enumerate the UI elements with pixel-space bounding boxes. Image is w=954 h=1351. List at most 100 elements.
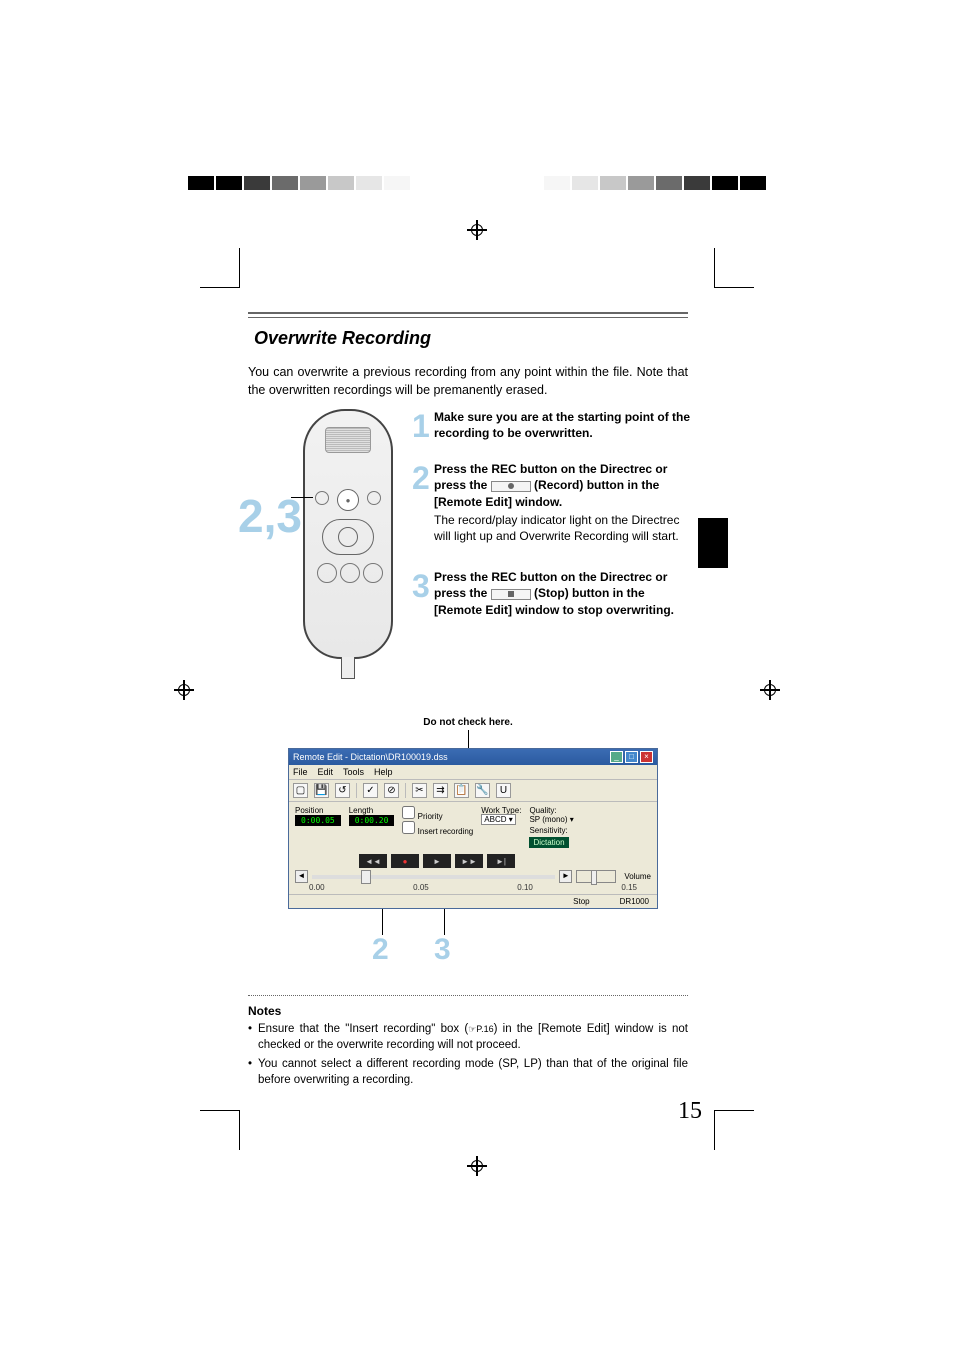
do-not-check-leader [468,730,469,748]
toolbar-cut-button[interactable]: ✂ [412,783,427,798]
thumb-index-tab [698,518,728,568]
menu-help[interactable]: Help [374,767,393,777]
step-2-plain: The record/play indicator light on the D… [434,512,694,544]
device-rec-button: ● [337,489,359,511]
intro-paragraph: You can overwrite a previous recording f… [248,363,688,399]
callout-3: 3 [434,933,451,967]
toolbar-settings-button[interactable]: 🔧 [475,783,490,798]
toolbar-new-button[interactable]: ▢ [293,783,308,798]
play-button[interactable]: ► [423,854,451,868]
notes-heading: Notes [248,1004,688,1018]
window-maximize-button[interactable]: □ [625,751,638,763]
status-device: DR1000 [620,897,649,906]
device-navpad [322,519,374,555]
device-button-a [317,563,337,583]
device-speaker [325,427,371,453]
registration-mark-top [467,220,487,240]
worktype-group: Work Type: ABCD ▾ [481,806,521,824]
callout-2: 2 [372,933,389,967]
device-button-left [315,491,329,505]
dotted-rule [248,995,688,996]
position-label: Position [295,806,341,815]
steps-area: 2,3 ● 1 Make sure you are at the startin… [248,409,688,699]
rec-word: REC [491,462,516,476]
timeline-ticks: 0.00 0.05 0.10 0.15 [289,883,657,894]
step-3: 3 Press the REC button on the Directrec … [434,569,694,618]
record-button[interactable]: ● [391,854,419,868]
window-close-button[interactable]: × [640,751,653,763]
device-button-b [340,563,360,583]
step-number: 3 [412,565,430,608]
toolbar-cancel-button[interactable]: ⊘ [384,783,399,798]
registration-mark-bottom [467,1156,487,1176]
skip-button[interactable]: ►| [487,854,515,868]
notes-list: Ensure that the "Insert recording" box (… [248,1022,688,1088]
transport-bar: ◄◄ ● ► ►► ►| [359,854,657,868]
registration-mark-right [760,680,780,700]
quality-label: Quality: [529,806,573,815]
toolbar: ▢ 💾 ↺ ✓ ⊘ ✂ ⇉ 📋 🔧 U [289,780,657,802]
printer-color-bars [0,176,954,190]
toolbar-check-button[interactable]: ✓ [363,783,378,798]
device-illustration: ● [303,409,403,689]
toolbar-save-button[interactable]: 💾 [314,783,329,798]
page-ref: ☞P.16 [468,1024,493,1034]
window-callouts: 2 3 [288,909,658,969]
worktype-select[interactable]: ABCD ▾ [481,814,515,825]
volume-slider[interactable] [576,870,616,883]
cropmark-br [714,1110,754,1150]
do-not-check-label: Do not check here. [248,717,688,728]
step-1-text: Make sure you are at the starting point … [434,410,690,440]
slider-left-button[interactable]: ◄ [295,870,308,883]
checkbox-group: Priority Insert recording [402,806,473,836]
insert-recording-checkbox[interactable]: Insert recording [402,821,473,836]
page-number: 15 [678,1098,702,1125]
position-slider-row: ◄ ► Volume [289,868,657,883]
menu-edit[interactable]: Edit [318,767,334,777]
device-usb-plug [341,657,355,679]
toolbar-paste-button[interactable]: 📋 [454,783,469,798]
rewind-button[interactable]: ◄◄ [359,854,387,868]
step-3-a: Press the [434,570,491,584]
menu-tools[interactable]: Tools [343,767,364,777]
position-box: Position 0:00.05 [295,806,341,826]
length-value: 0:00.20 [349,815,395,826]
menu-bar[interactable]: File Edit Tools Help [289,765,657,780]
remote-edit-window: Remote Edit - Dictation\DR100019.dss _ □… [288,748,658,909]
cropmark-tr [714,248,754,288]
quality-group: Quality: SP (mono) ▾ Sensitivity: Dictat… [529,806,573,848]
tick: 0.05 [413,883,429,892]
window-title-bar: Remote Edit - Dictation\DR100019.dss _ □… [289,749,657,765]
slider-right-button[interactable]: ► [559,870,572,883]
step-number: 2 [412,457,430,500]
position-value: 0:00.05 [295,815,341,826]
priority-checkbox[interactable]: Priority [402,806,473,821]
toolbar-u-button[interactable]: U [496,783,511,798]
length-box: Length 0:00.20 [349,806,395,826]
tick: 0.15 [621,883,637,892]
ffwd-button[interactable]: ►► [455,854,483,868]
record-button-icon [491,481,531,492]
quality-select[interactable]: SP (mono) ▾ [529,815,573,824]
window-mid-row: Position 0:00.05 Length 0:00.20 Priority… [289,802,657,852]
window-minimize-button[interactable]: _ [610,751,623,763]
rec-word: REC [491,570,516,584]
note-item: Ensure that the "Insert recording" box (… [248,1022,688,1053]
tick: 0.00 [309,883,325,892]
tick: 0.10 [517,883,533,892]
toolbar-undo-button[interactable]: ↺ [335,783,350,798]
menu-file[interactable]: File [293,767,308,777]
step-number: 1 [412,405,430,448]
sensitivity-value: Dictation [529,837,568,848]
status-state: Stop [573,897,589,906]
step-1: 1 Make sure you are at the starting poin… [434,409,694,441]
rule-top [248,312,688,318]
stop-button-icon [491,589,531,600]
window-title: Remote Edit - Dictation\DR100019.dss [293,752,448,762]
step-2-a: Press the [434,462,491,476]
toolbar-copy-button[interactable]: ⇉ [433,783,448,798]
position-slider[interactable] [312,875,555,879]
note-item: You cannot select a different recording … [248,1057,688,1088]
step-2: 2 Press the REC button on the Directrec … [434,461,694,544]
registration-mark-left [174,680,194,700]
